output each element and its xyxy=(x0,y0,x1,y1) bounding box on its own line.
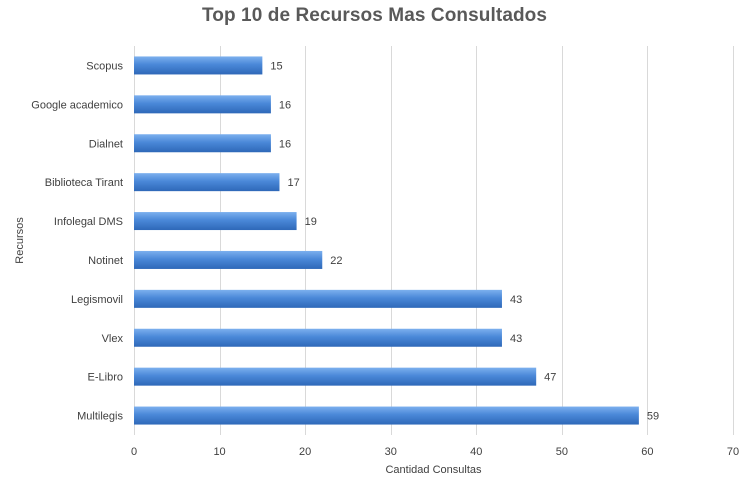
x-tick-label: 30 xyxy=(385,446,397,458)
category-labels: Scopus Google academico Dialnet Biblioteca … xyxy=(31,60,123,422)
x-tick-label: 50 xyxy=(556,446,568,458)
data-label: 16 xyxy=(279,99,291,111)
category-label: Scopus xyxy=(86,60,123,72)
bar xyxy=(134,289,502,308)
data-label: 47 xyxy=(544,372,556,384)
category-label: Google academico xyxy=(31,99,123,111)
y-axis-title: Recursos xyxy=(14,217,26,264)
x-tick-label: 0 xyxy=(131,446,137,458)
category-label: Legismovil xyxy=(71,294,123,306)
x-tick-label: 10 xyxy=(213,446,225,458)
category-label: Notinet xyxy=(88,255,123,267)
bar xyxy=(134,134,271,153)
x-tick-label: 70 xyxy=(727,446,739,458)
bars xyxy=(134,56,639,425)
data-label: 19 xyxy=(305,216,317,228)
bar xyxy=(134,250,323,269)
category-label: Dialnet xyxy=(89,138,123,150)
data-labels: 15 16 16 17 19 22 43 43 47 59 xyxy=(270,60,659,422)
bar xyxy=(134,328,502,347)
data-label: 43 xyxy=(510,333,522,345)
x-axis-title: Cantidad Consultas xyxy=(385,464,482,476)
category-label: Biblioteca Tirant xyxy=(45,177,123,189)
bar xyxy=(134,173,280,192)
bar xyxy=(134,212,297,231)
data-label: 22 xyxy=(330,255,342,267)
bar xyxy=(134,406,639,425)
bar xyxy=(134,56,263,75)
bar xyxy=(134,95,271,114)
x-tick-label: 60 xyxy=(641,446,653,458)
data-label: 43 xyxy=(510,294,522,306)
x-tick-labels: 0 10 20 30 40 50 60 70 xyxy=(131,446,739,458)
data-label: 16 xyxy=(279,138,291,150)
data-label: 59 xyxy=(647,411,659,423)
x-tick-label: 20 xyxy=(299,446,311,458)
data-label: 17 xyxy=(287,177,299,189)
category-label: E-Libro xyxy=(88,372,123,384)
category-label: Vlex xyxy=(102,333,124,345)
bar xyxy=(134,367,537,386)
category-label: Multilegis xyxy=(77,411,123,423)
category-label: Infolegal DMS xyxy=(54,216,123,228)
x-tick-label: 40 xyxy=(470,446,482,458)
chart-title: Top 10 de Recursos Mas Consultados xyxy=(201,5,548,26)
data-label: 15 xyxy=(270,60,282,72)
